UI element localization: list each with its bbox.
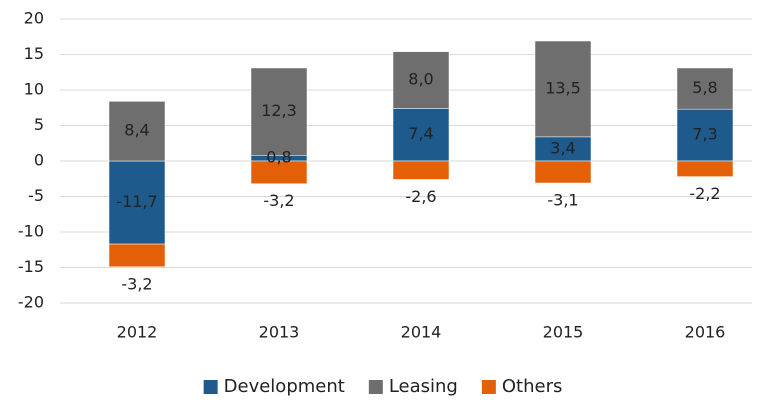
- x-tick-label: 2013: [259, 323, 300, 342]
- data-label: 13,5: [545, 78, 581, 97]
- bar-segment: [534, 136, 592, 162]
- bar-segment: [534, 40, 592, 138]
- y-tick-label: -20: [18, 293, 44, 312]
- legend-label: Development: [224, 376, 345, 397]
- bar-segment: [108, 243, 166, 268]
- bar-segment: [392, 51, 450, 109]
- bar-segment: [534, 160, 592, 184]
- data-label: -3,1: [547, 191, 578, 210]
- y-tick-label: -5: [28, 186, 44, 205]
- bar-segment: [676, 160, 734, 177]
- data-label: -3,2: [121, 274, 152, 293]
- data-label: 5,8: [692, 78, 717, 97]
- bar-segment: [392, 160, 450, 180]
- data-label: 8,4: [124, 121, 149, 140]
- legend-label: Others: [502, 376, 563, 397]
- bar-segment: [250, 67, 308, 156]
- y-tick-label: -10: [18, 222, 44, 241]
- x-tick-label: 2012: [117, 323, 158, 342]
- y-tick-label: 0: [34, 151, 44, 170]
- data-label: 7,4: [408, 124, 433, 143]
- y-tick-label: 20: [24, 9, 44, 28]
- data-label: -3,2: [263, 191, 294, 210]
- data-label: 7,3: [692, 125, 717, 144]
- data-label: -2,6: [405, 187, 436, 206]
- bar-segment: [676, 108, 734, 162]
- bar-segment: [250, 160, 308, 184]
- data-label: 12,3: [261, 101, 297, 120]
- y-tick-label: 10: [24, 80, 44, 99]
- x-tick-label: 2016: [685, 323, 726, 342]
- data-label: 8,0: [408, 70, 433, 89]
- y-tick-label: -15: [18, 257, 44, 276]
- bar-segment: [108, 101, 166, 162]
- legend-swatch: [368, 380, 383, 394]
- data-label: 0,8: [266, 148, 291, 167]
- y-tick-label: 5: [34, 115, 44, 134]
- legend-swatch: [481, 380, 496, 394]
- legend-swatch: [203, 380, 218, 394]
- data-label: -11,7: [116, 192, 157, 211]
- y-tick-label: 15: [24, 44, 44, 63]
- x-tick-label: 2015: [543, 323, 584, 342]
- legend-label: Leasing: [389, 376, 458, 397]
- x-tick-label: 2014: [401, 323, 442, 342]
- bar-segment: [676, 67, 734, 110]
- bar-segment: [108, 160, 166, 245]
- data-label: 3,4: [550, 138, 575, 157]
- data-label: -2,2: [689, 184, 720, 203]
